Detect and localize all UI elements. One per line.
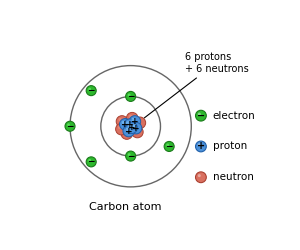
Text: +: + [132, 124, 140, 133]
Circle shape [116, 116, 128, 127]
Circle shape [166, 144, 169, 146]
Text: −: − [127, 152, 134, 160]
Circle shape [129, 116, 141, 127]
Circle shape [88, 88, 91, 90]
Circle shape [130, 122, 142, 134]
Circle shape [126, 122, 137, 134]
Circle shape [198, 112, 201, 116]
Text: +: + [131, 117, 139, 126]
Circle shape [134, 128, 137, 132]
Text: 6 protons
+ 6 neutrons: 6 protons + 6 neutrons [144, 52, 248, 118]
Text: +: + [128, 123, 135, 132]
Circle shape [196, 110, 206, 121]
Circle shape [129, 115, 132, 118]
Circle shape [116, 123, 127, 135]
Text: electron: electron [213, 111, 256, 121]
Text: −: − [87, 157, 95, 166]
Circle shape [196, 172, 206, 183]
Circle shape [121, 128, 133, 139]
Circle shape [196, 141, 206, 152]
Circle shape [123, 130, 127, 134]
Circle shape [126, 112, 138, 124]
Circle shape [128, 94, 130, 96]
Text: −: − [165, 142, 173, 151]
Circle shape [164, 142, 174, 152]
Circle shape [125, 128, 129, 131]
Circle shape [118, 118, 122, 122]
Text: +: + [126, 120, 134, 129]
Circle shape [134, 117, 146, 128]
Circle shape [136, 119, 140, 123]
Circle shape [126, 121, 130, 125]
Circle shape [131, 118, 135, 122]
Text: proton: proton [213, 142, 247, 152]
Text: Carbon atom: Carbon atom [88, 202, 161, 212]
Text: neutron: neutron [213, 172, 254, 182]
Circle shape [86, 86, 96, 96]
Circle shape [126, 92, 136, 102]
Circle shape [198, 174, 201, 177]
Text: +: + [122, 120, 129, 129]
Circle shape [126, 151, 136, 161]
Text: −: − [87, 86, 95, 95]
Circle shape [198, 143, 201, 146]
Circle shape [88, 159, 91, 162]
Circle shape [118, 126, 122, 129]
Text: −: − [66, 122, 74, 131]
Text: −: − [127, 92, 134, 101]
Circle shape [128, 124, 132, 128]
Circle shape [128, 153, 130, 156]
Circle shape [86, 157, 96, 167]
Circle shape [119, 118, 131, 130]
Circle shape [65, 121, 75, 131]
Circle shape [67, 123, 70, 126]
Circle shape [124, 119, 136, 130]
Text: +: + [125, 126, 133, 136]
Circle shape [133, 125, 136, 128]
Circle shape [123, 125, 134, 137]
Text: −: − [197, 111, 205, 121]
Text: +: + [197, 142, 205, 152]
Circle shape [132, 126, 143, 138]
Circle shape [122, 121, 125, 124]
